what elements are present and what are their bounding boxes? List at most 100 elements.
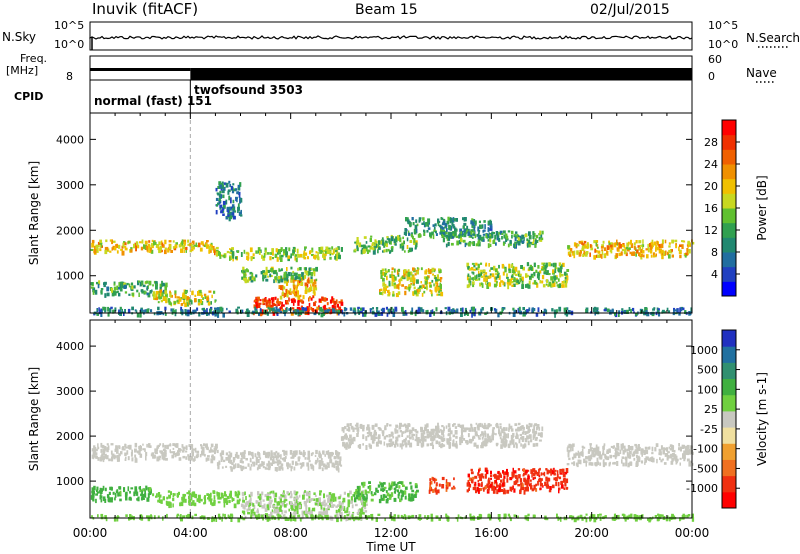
velocity-y-tick-label: 4000 (56, 340, 84, 353)
nsky-tick-bottom: 10^0 (54, 38, 85, 51)
velocity-colorbar-tick-label: -1000 (686, 482, 718, 495)
velocity-colorbar-segment (722, 410, 736, 428)
nsky-label: N.Sky (2, 30, 37, 44)
power-colorbar-segment (722, 252, 736, 268)
velocity-colorbar-tick-label: 100 (697, 383, 718, 396)
velocity-echo-region (91, 442, 218, 464)
power-echo-region (441, 230, 544, 249)
velocity-colorbar-segment (722, 475, 736, 493)
power-colorbar-segment (722, 193, 736, 209)
x-tick-label: 04:00 (173, 526, 208, 540)
velocity-colorbar-segment (722, 346, 736, 363)
power-y-tick-label: 4000 (56, 133, 84, 146)
x-axis-label: Time UT (365, 540, 416, 554)
power-colorbar-tick-label: 8 (711, 246, 718, 259)
power-echo-region (353, 234, 418, 255)
velocity-colorbar-tick-label: -100 (693, 443, 718, 456)
velocity-echo-region (353, 481, 419, 504)
power-colorbar-tick-label: 20 (704, 180, 718, 193)
power-echo-region (466, 262, 570, 290)
velocity-echo-region (466, 467, 569, 495)
velocity-echo-region (340, 422, 544, 450)
power-colorbar-segment (722, 266, 736, 282)
power-echo-region (152, 289, 217, 308)
cpid-segment-2: twofsound 3503 (194, 83, 303, 97)
velocity-colorbar-tick-label: -500 (693, 462, 718, 475)
beam-title: Beam 15 (355, 2, 418, 18)
nave-tick-bottom: 0 (708, 70, 715, 83)
power-echo-region (90, 239, 216, 256)
nave-tick-top: 60 (708, 53, 722, 66)
freq-tick-bottom: 8 (66, 70, 73, 83)
power-colorbar-segment (722, 178, 736, 194)
power-echo-region (215, 180, 243, 222)
velocity-colorbar-label: Velocity [m s-1] (755, 372, 769, 466)
velocity-y-tick-label: 1000 (56, 475, 84, 488)
velocity-colorbar-segment (722, 330, 736, 347)
velocity-y-tick-label: 2000 (56, 430, 84, 443)
velocity-echo-region (155, 490, 241, 509)
nsearch-label: N.Search (746, 31, 800, 45)
freq-trace-twofsound (190, 68, 693, 80)
power-colorbar-segment (722, 222, 736, 238)
power-y-tick-label: 1000 (56, 270, 84, 283)
velocity-colorbar-frame (721, 329, 737, 509)
power-echo-region (379, 267, 444, 298)
nsearch-tick-top: 10^5 (708, 19, 739, 32)
power-echo-region (215, 246, 343, 263)
x-tick-label: 00:00 (675, 526, 710, 540)
x-tick-label: 08:00 (273, 526, 308, 540)
freq-label-line1: Freq. (20, 52, 48, 65)
velocity-echo-region (216, 449, 343, 473)
velocity-colorbar-tick-label: 500 (697, 364, 718, 377)
power-echo-region (567, 239, 695, 260)
nave-label: Nave (746, 66, 777, 80)
power-colorbar-segment (722, 120, 736, 136)
velocity-colorbar-tick-label: -25 (700, 423, 718, 436)
power-colorbar-segment (722, 237, 736, 253)
power-colorbar-label: Power [dB] (755, 175, 769, 240)
velocity-colorbar-segment (722, 491, 736, 509)
velocity-colorbar-tick-label: 1000 (690, 344, 718, 357)
velocity-colorbar-segment (722, 427, 736, 444)
velocity-y-axis-label: Slant Range [km] (27, 367, 41, 471)
power-colorbar-segment (722, 281, 736, 297)
x-tick-label: 12:00 (374, 526, 409, 540)
x-tick-label: 00:00 (73, 526, 108, 540)
power-colorbar-segment (722, 164, 736, 180)
power-y-tick-label: 3000 (56, 179, 84, 192)
nsky-panel-frame (89, 21, 693, 51)
power-colorbar-tick-label: 24 (704, 158, 718, 171)
freq-label-line2: [MHz] (6, 64, 39, 77)
velocity-echo-region (90, 485, 155, 504)
power-colorbar-tick-label: 16 (704, 202, 718, 215)
date-title: 02/Jul/2015 (590, 2, 670, 18)
cpid-segment-1: normal (fast) 151 (94, 94, 212, 108)
station-title: Inuvik (fitACF) (92, 0, 199, 18)
velocity-colorbar-segment (722, 443, 736, 460)
power-echo-region (241, 266, 318, 284)
power-y-axis-label: Slant Range [km] (27, 161, 41, 265)
power-plot-area (90, 113, 692, 313)
x-tick-label: 20:00 (574, 526, 609, 540)
velocity-colorbar-segment (722, 394, 736, 412)
freq-trace-normal (90, 68, 191, 71)
nsearch-tick-bottom: 10^0 (708, 38, 739, 51)
velocity-echo-region (566, 442, 694, 468)
nsky-tick-top: 10^5 (54, 19, 85, 32)
x-tick-label: 16:00 (474, 526, 509, 540)
velocity-colorbar-tick-label: 25 (704, 403, 718, 416)
power-colorbar-segment (722, 149, 736, 165)
power-colorbar-segment (722, 134, 736, 150)
nsky-trace (89, 35, 693, 40)
power-y-tick-label: 2000 (56, 224, 84, 237)
power-colorbar-tick-label: 28 (704, 136, 718, 149)
cpid-label: CPID (14, 90, 44, 103)
power-colorbar-tick-label: 12 (704, 224, 718, 237)
velocity-colorbar-segment (722, 362, 736, 380)
power-echo-region (90, 280, 168, 298)
velocity-y-tick-label: 3000 (56, 385, 84, 398)
velocity-echo-region (428, 476, 456, 495)
velocity-colorbar-segment (722, 378, 736, 396)
